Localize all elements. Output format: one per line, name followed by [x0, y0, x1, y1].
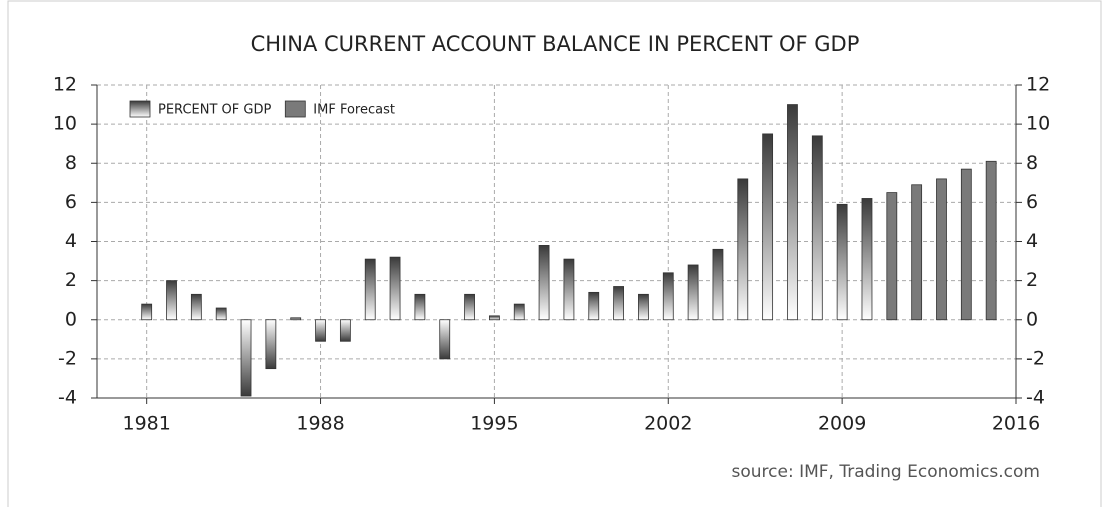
y2-tick-label: 0 — [1026, 308, 1038, 330]
bar — [513, 303, 525, 321]
legend-swatch — [129, 100, 151, 118]
bar — [861, 198, 873, 321]
legend-swatch — [284, 100, 306, 118]
y2-tick-label: 8 — [1026, 152, 1038, 174]
bar — [290, 317, 302, 321]
y-tick-label: 12 — [53, 74, 77, 96]
frame — [7, 0, 1102, 507]
source: source: IMF, Trading Economics.com — [732, 462, 1041, 482]
y-tick-label: 4 — [65, 230, 77, 252]
bar — [563, 258, 575, 321]
bar — [315, 319, 326, 342]
y-tick-label: 6 — [65, 191, 77, 213]
y2-tick-label: 12 — [1026, 74, 1050, 96]
bar — [811, 135, 823, 321]
x-tick-label: 2016 — [992, 413, 1040, 435]
bar — [687, 264, 699, 321]
bar — [538, 245, 550, 321]
legend-label: IMF Forecast — [313, 103, 395, 118]
bar — [240, 319, 252, 397]
x-tick-label: 1981 — [122, 413, 170, 435]
bar — [985, 160, 997, 321]
y-tick-label: -4 — [58, 387, 77, 409]
y-tick-label: 8 — [65, 152, 77, 174]
bar — [265, 319, 277, 370]
y2-tick-label: 4 — [1026, 230, 1038, 252]
bar — [886, 192, 898, 321]
y-tick-label: -2 — [58, 347, 77, 369]
bar — [737, 178, 749, 321]
y-tick-label: 2 — [65, 269, 77, 291]
bar — [762, 133, 774, 321]
x-tick-label: 2009 — [818, 413, 866, 435]
x-tick-label: 1995 — [470, 413, 518, 435]
y2-tick-label: 6 — [1026, 191, 1038, 213]
bar — [166, 280, 177, 321]
bar — [339, 319, 351, 342]
y-tick-label: 10 — [53, 113, 77, 135]
bar — [439, 319, 451, 360]
x-tick-label: 2002 — [644, 413, 692, 435]
bar — [489, 315, 500, 321]
bar — [613, 286, 624, 321]
bar — [936, 178, 947, 321]
bar — [414, 293, 426, 321]
legend-label: PERCENT OF GDP — [158, 103, 271, 118]
y2-tick-label: 2 — [1026, 269, 1038, 291]
bar — [662, 272, 674, 321]
bar — [911, 184, 923, 321]
bar — [389, 256, 401, 321]
bar — [787, 104, 798, 321]
bar — [464, 293, 475, 321]
bar — [638, 293, 649, 321]
y-tick-label: 0 — [65, 308, 77, 330]
x-tick-label: 1988 — [296, 413, 344, 435]
bar — [588, 291, 600, 321]
y2-tick-label: 10 — [1026, 113, 1050, 135]
y2-tick-label: -2 — [1026, 347, 1045, 369]
bar — [960, 168, 972, 321]
bar — [836, 203, 848, 321]
bar — [190, 293, 202, 321]
bar — [141, 303, 153, 321]
bar — [712, 248, 724, 321]
chart-title: CHINA CURRENT ACCOUNT BALANCE IN PERCENT… — [251, 32, 860, 56]
bar — [215, 307, 227, 321]
y2-tick-label: -4 — [1026, 387, 1045, 409]
bar — [364, 258, 376, 321]
